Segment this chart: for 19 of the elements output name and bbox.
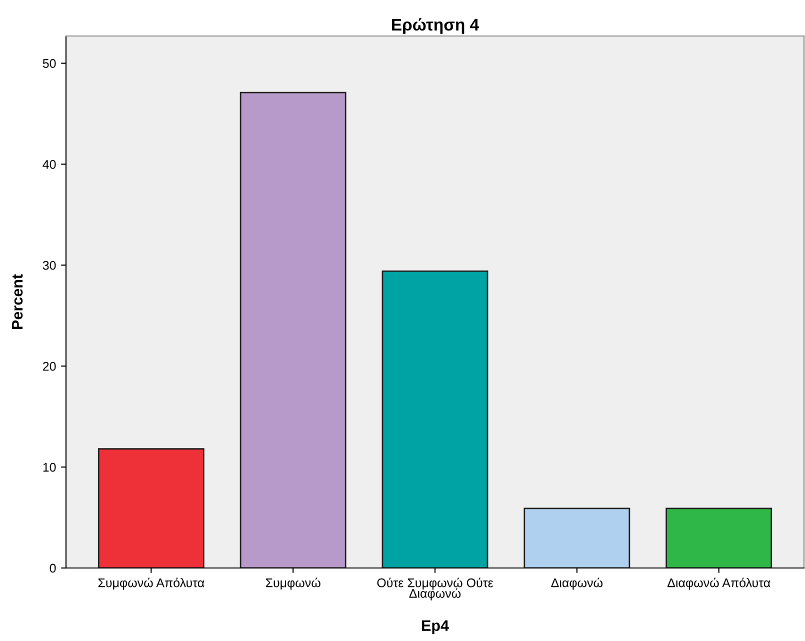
x-tick-label: Διαφωνώ Απόλυτα bbox=[667, 578, 770, 590]
y-tick-label: 50 bbox=[42, 59, 56, 68]
bar bbox=[524, 508, 630, 568]
y-tick-label: 30 bbox=[42, 260, 56, 270]
bar bbox=[240, 92, 346, 568]
x-tick-label: Ούτε Συμφωνώ Ούτε Διαφωνώ bbox=[377, 578, 494, 600]
bar bbox=[98, 448, 204, 568]
x-tick-label: Συμφωνώ Απόλυτα bbox=[98, 578, 204, 590]
y-tick-label: 20 bbox=[43, 362, 56, 371]
y-tick-label: 0 bbox=[50, 564, 56, 573]
y-tick-label: 10 bbox=[43, 462, 56, 472]
bar bbox=[666, 508, 772, 568]
y-tick-label: 40 bbox=[42, 160, 56, 169]
y-axis-title: Percent bbox=[12, 274, 23, 329]
x-axis-title: Ep4 bbox=[422, 620, 449, 634]
x-tick-label: Διαφωνώ bbox=[551, 578, 603, 590]
bar bbox=[382, 270, 488, 568]
x-tick-label: Συμφωνώ bbox=[266, 578, 320, 590]
chart-title: Ερώτηση 4 bbox=[392, 18, 479, 34]
